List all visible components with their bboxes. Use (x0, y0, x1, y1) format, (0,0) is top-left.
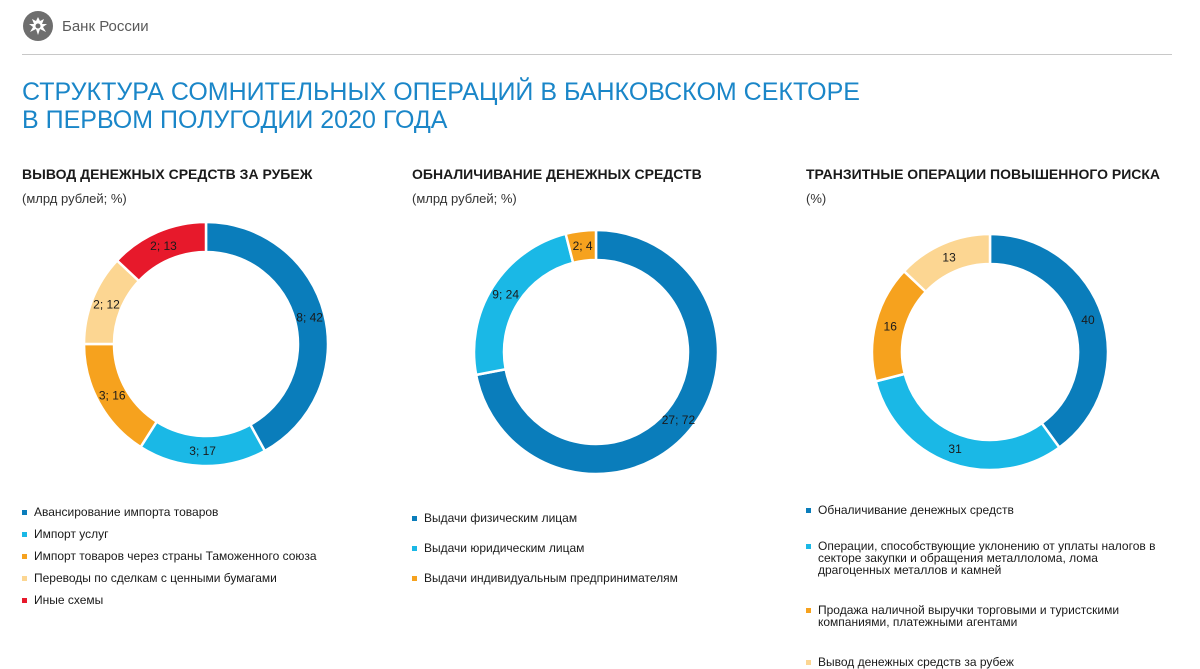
page-title: СТРУКТУРА СОМНИТЕЛЬНЫХ ОПЕРАЦИЙ В БАНКОВ… (22, 78, 860, 134)
chart-subtitle: (млрд рублей; %) (22, 191, 127, 206)
donut-slice (474, 228, 720, 476)
legend-swatch (22, 532, 27, 537)
legend-label: Авансирование импорта товаров (34, 505, 219, 519)
legend-swatch (412, 576, 417, 581)
legend-label: Выдачи физическим лицам (424, 511, 578, 525)
slice-data-label: 2; 12 (93, 298, 120, 312)
legend-item: Операции, способствующие уклонению от уп… (806, 540, 1158, 576)
chart-title: ОБНАЛИЧИВАНИЕ ДЕНЕЖНЫХ СРЕДСТВ (412, 166, 702, 182)
legend-item: Выдачи юридическим лицам (412, 542, 678, 554)
slice-data-label: 31 (948, 442, 962, 456)
legend-label: Импорт услуг (34, 527, 109, 541)
legend-label: Иные схемы (34, 593, 104, 607)
legend-label: Обналичивание денежных средств (818, 503, 1014, 517)
donut-chart: 27; 72 9; 24 2; 4 (472, 228, 720, 476)
legend-swatch (22, 576, 27, 581)
chart-legend: Обналичивание денежных средств Операции, … (806, 504, 1158, 668)
chart-legend: Авансирование импорта товаров Импорт услу… (22, 506, 317, 606)
legend-label: Переводы по сделкам с ценными бумагами (34, 571, 277, 585)
slice-data-label: 3; 16 (99, 389, 126, 403)
donut-slice (472, 232, 575, 377)
legend-label: Продажа наличной выручки торговыми и тур… (818, 603, 1120, 629)
header: Банк России (22, 10, 149, 42)
legend-item: Авансирование импорта товаров (22, 506, 317, 518)
chart-title: ВЫВОД ДЕНЕЖНЫХ СРЕДСТВ ЗА РУБЕЖ (22, 166, 313, 182)
chart-panel-outflow-abroad: ВЫВОД ДЕНЕЖНЫХ СРЕДСТВ ЗА РУБЕЖ (млрд ру… (22, 166, 422, 630)
slice-data-label: 40 (1081, 313, 1095, 327)
page-title-line-1: СТРУКТУРА СОМНИТЕЛЬНЫХ ОПЕРАЦИЙ В БАНКОВ… (22, 78, 860, 106)
legend-item: Переводы по сделкам с ценными бумагами (22, 572, 317, 584)
chart-panel-cash-out: ОБНАЛИЧИВАНИЕ ДЕНЕЖНЫХ СРЕДСТВ (млрд руб… (412, 166, 812, 630)
donut-chart: 40 31 16 13 (870, 232, 1110, 472)
legend-swatch (806, 544, 811, 549)
legend-item: Выдачи физическим лицам (412, 512, 678, 524)
legend-label: Выдачи юридическим лицам (424, 541, 585, 555)
chart-subtitle: (%) (806, 191, 827, 206)
bank-name: Банк России (62, 17, 149, 35)
legend-swatch (22, 598, 27, 603)
legend-item: Вывод денежных средств за рубеж (806, 656, 1158, 668)
header-divider (22, 54, 1172, 55)
legend-swatch (806, 660, 811, 665)
page-title-line-2: В ПЕРВОМ ПОЛУГОДИИ 2020 ГОДА (22, 106, 448, 134)
legend-swatch (22, 554, 27, 559)
donut-slice (115, 222, 208, 283)
legend-label: Вывод денежных средств за рубеж (818, 655, 1014, 669)
slice-data-label: 13 (942, 250, 956, 264)
legend-swatch (412, 546, 417, 551)
legend-item: Выдачи индивидуальным предпринимателям (412, 572, 678, 584)
donut-slice (902, 232, 992, 294)
legend-label: Выдачи индивидуальным предпринимателям (424, 571, 678, 585)
slice-data-label: 9; 24 (492, 288, 519, 302)
slice-data-label: 16 (884, 319, 898, 333)
legend-swatch (806, 508, 811, 513)
chart-legend: Выдачи физическим лицам Выдачи юридически… (412, 512, 678, 584)
legend-item: Обналичивание денежных средств (806, 504, 1158, 516)
legend-label: Операции, способствующие уклонению от уп… (818, 539, 1156, 577)
donut-slice (870, 269, 928, 383)
slice-data-label: 2; 4 (573, 239, 593, 253)
legend-label: Импорт товаров через страны Таможенного … (34, 549, 317, 563)
chart-subtitle: (млрд рублей; %) (412, 191, 517, 206)
chart-panel-transit-operations: ТРАНЗИТНЫЕ ОПЕРАЦИИ ПОВЫШЕННОГО РИСКА (%… (806, 166, 1200, 668)
slice-data-label: 8; 42 (296, 310, 323, 324)
donut-slice (874, 372, 1062, 472)
slice-data-label: 27; 72 (662, 413, 696, 427)
legend-item: Продажа наличной выручки торговыми и тур… (806, 604, 1158, 628)
bank-of-russia-emblem-icon (23, 11, 53, 41)
legend-item: Импорт товаров через страны Таможенного … (22, 550, 317, 562)
legend-item: Иные схемы (22, 594, 317, 606)
legend-item: Импорт услуг (22, 528, 317, 540)
slice-data-label: 3; 17 (189, 444, 216, 458)
donut-slice (204, 222, 330, 453)
donut-chart: 8; 42 3; 17 3; 16 2; 12 2; 13 (82, 222, 330, 468)
legend-swatch (412, 516, 417, 521)
donut-slice (564, 228, 598, 265)
chart-title: ТРАНЗИТНЫЕ ОПЕРАЦИИ ПОВЫШЕННОГО РИСКА (806, 166, 1161, 182)
legend-swatch (806, 608, 811, 613)
slice-data-label: 2; 13 (150, 239, 177, 253)
donut-slice (988, 232, 1110, 450)
legend-swatch (22, 510, 27, 515)
